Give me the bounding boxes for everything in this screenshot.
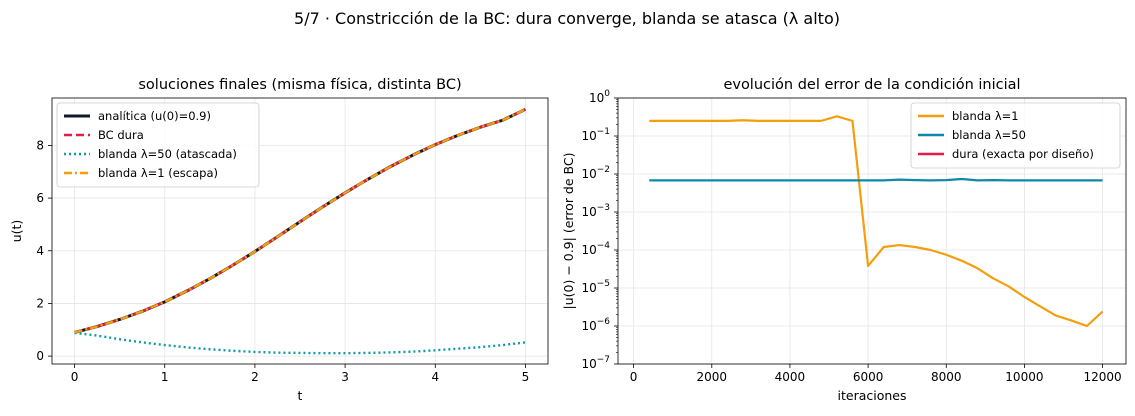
series-group bbox=[74, 107, 527, 355]
legend-box bbox=[910, 102, 1121, 169]
y-tick-label: 4 bbox=[36, 244, 44, 258]
x-tick-label: 4 bbox=[431, 370, 439, 384]
legend-label: blanda λ=1 (escapa) bbox=[98, 166, 218, 180]
legend: analítica (u(0)=0.9) BC dura blanda λ=50 (… bbox=[56, 102, 260, 188]
x-tick-label: 4000 bbox=[775, 370, 806, 384]
x-tick-label: 0 bbox=[71, 370, 79, 384]
axes-frame bbox=[617, 97, 1127, 365]
series-group bbox=[649, 115, 1104, 328]
axes-title: soluciones finales (misma física, distin… bbox=[138, 77, 461, 93]
y-tick-label: 10−1 bbox=[581, 127, 610, 143]
x-tick-label: 12000 bbox=[1083, 370, 1121, 384]
x-tick-label: 8000 bbox=[931, 370, 962, 384]
legend-label: dura (exacta por diseño) bbox=[952, 147, 1094, 161]
legend-label: blanda λ=50 bbox=[952, 128, 1026, 142]
y-tick-label: 10−7 bbox=[581, 355, 610, 371]
figure-suptitle: 5/7 · Constricción de la BC: dura conver… bbox=[294, 9, 840, 28]
x-axis-label: iteraciones bbox=[838, 388, 907, 403]
y-tick-label: 0 bbox=[36, 349, 44, 363]
axes-title: evolución del error de la condición inic… bbox=[723, 77, 1020, 93]
y-axis-label: |u(0) − 0.9| (error de BC) bbox=[561, 153, 576, 310]
x-tick-label: 1 bbox=[161, 370, 169, 384]
legend-label: BC dura bbox=[98, 128, 144, 142]
legend-label: blanda λ=1 bbox=[952, 109, 1019, 123]
legend-label: analítica (u(0)=0.9) bbox=[98, 109, 211, 123]
y-tick-label: 8 bbox=[36, 138, 44, 152]
x-tick-label: 2 bbox=[251, 370, 259, 384]
y-tick-label: 2 bbox=[36, 296, 44, 310]
x-tick-label: 2000 bbox=[697, 370, 728, 384]
series-line-blanda-1-escapa- bbox=[74, 108, 526, 334]
y-tick-label: 10−2 bbox=[581, 165, 610, 181]
y-axis-label: u(t) bbox=[9, 220, 24, 243]
x-axis-label: t bbox=[298, 388, 303, 403]
y-tick-label: 100 bbox=[589, 89, 610, 105]
y-tick-label: 10−5 bbox=[581, 279, 610, 295]
x-tick-label: 0 bbox=[630, 370, 638, 384]
left-panel-solutions: 0 1 2 3 4 5 0 2 4 6 8 soluciones finales (misma fís… bbox=[9, 77, 549, 403]
axes-frame bbox=[51, 97, 549, 365]
x-tick-label: 3 bbox=[341, 370, 349, 384]
x-tick-label: 10000 bbox=[1005, 370, 1043, 384]
legend-label: blanda λ=50 (atascada) bbox=[98, 147, 237, 161]
legend-box bbox=[56, 102, 260, 188]
y-tick-label: 10−3 bbox=[581, 203, 610, 219]
series-line-blanda-50 bbox=[649, 177, 1103, 182]
y-tick-label: 6 bbox=[36, 191, 44, 205]
series-line-blanda-1 bbox=[649, 115, 1104, 328]
x-tick-label: 5 bbox=[522, 370, 530, 384]
x-tick-label: 6000 bbox=[853, 370, 884, 384]
legend: blanda λ=1 blanda λ=50 dura (exacta por di… bbox=[910, 102, 1121, 169]
right-panel-error-evolution: 0 2000 4000 6000 8000 10000 12000 100 10−1 10−2 10… bbox=[561, 77, 1127, 403]
y-tick-label: 10−4 bbox=[581, 241, 610, 257]
series-line-blanda-50-atascada- bbox=[74, 331, 526, 355]
y-tick-label: 10−6 bbox=[581, 317, 610, 333]
